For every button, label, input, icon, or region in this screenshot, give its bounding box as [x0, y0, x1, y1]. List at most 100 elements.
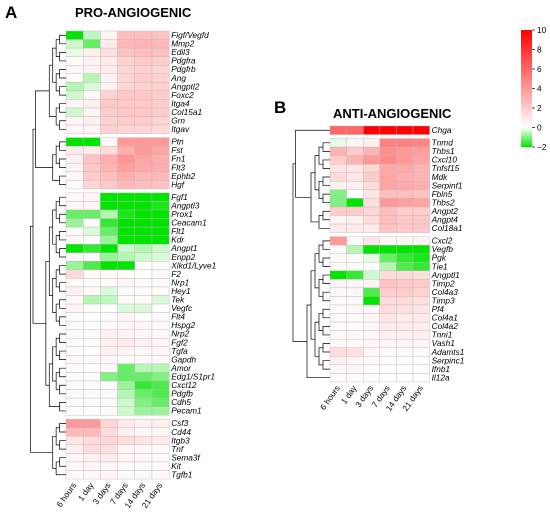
heatmap-cell	[117, 453, 135, 463]
heatmap-cell	[412, 198, 430, 208]
heatmap-cell	[412, 253, 430, 263]
heatmap-cell	[100, 461, 118, 471]
heatmap-cell	[100, 180, 118, 190]
heatmap-cell	[82, 372, 101, 382]
heatmap-cell	[151, 470, 170, 480]
heatmap-cell	[65, 320, 84, 330]
gene-label: Itgav	[171, 124, 190, 134]
heatmap-cell	[100, 171, 118, 181]
heatmap-cell	[346, 146, 364, 156]
heatmap-cell	[100, 261, 118, 271]
heatmap-cell	[346, 163, 364, 173]
dendrogram-branch	[52, 435, 57, 469]
dendrogram-branch	[322, 210, 330, 221]
heatmap-cell	[100, 56, 118, 66]
heatmap-cell	[134, 406, 153, 416]
gene-label: Fn1	[171, 154, 185, 164]
dendrogram-branch	[55, 107, 60, 126]
heatmap-cell	[65, 329, 84, 339]
heatmap-cell	[117, 39, 135, 49]
dendrogram-branch	[55, 201, 60, 219]
heatmap-cell	[346, 244, 364, 254]
heatmap-cell	[396, 356, 414, 366]
heatmap-cell	[379, 138, 397, 148]
heatmap-cell	[151, 201, 170, 211]
gene-label: Col4a3	[432, 287, 459, 297]
dendrogram-branch	[59, 52, 66, 62]
heatmap-cell	[100, 419, 118, 428]
heatmap-cell	[82, 171, 101, 181]
heatmap-cell	[329, 172, 347, 182]
heatmap-cell	[396, 347, 414, 357]
heatmap-cell	[65, 201, 84, 211]
gene-label: Pf4	[432, 304, 445, 314]
heatmap-cell	[151, 64, 170, 74]
heatmap-cell	[346, 304, 364, 314]
heatmap-cell	[117, 355, 135, 365]
heatmap-cell	[65, 286, 84, 296]
heatmap-cell	[100, 47, 118, 57]
gene-label: Fgf2	[171, 337, 188, 347]
heatmap-cell	[117, 124, 135, 134]
heatmap-cell	[82, 243, 101, 253]
heatmap-cell	[65, 355, 84, 365]
gene-label: Pdgfrb	[171, 64, 196, 74]
heatmap-cell	[134, 163, 153, 173]
gene-label: Ifnb1	[432, 364, 450, 374]
dendrogram-branch	[59, 34, 66, 45]
heatmap-cell	[117, 444, 135, 454]
heatmap-cell	[134, 226, 153, 236]
panel-a-label: A	[5, 3, 17, 22]
heatmap-cell	[412, 146, 430, 156]
gene-label: Sema3f	[171, 452, 201, 462]
dendrogram-branch	[310, 270, 315, 340]
heatmap-cell	[379, 244, 397, 254]
heatmap-cell	[151, 303, 170, 313]
heatmap-cell	[151, 419, 170, 428]
heatmap-cell	[100, 436, 118, 446]
heatmap-cell	[117, 419, 135, 428]
heatmap-cell	[65, 389, 84, 399]
heatmap-cell	[82, 90, 101, 100]
heatmap-cell	[117, 303, 135, 313]
gene-label: Vegfb	[432, 244, 454, 254]
gene-label: Angptl1	[431, 270, 460, 280]
dendrogram-branch	[314, 155, 319, 191]
gene-label: Pdgfb	[171, 389, 193, 399]
dendrogram-branch	[318, 244, 323, 263]
heatmap-cell	[151, 312, 170, 322]
heatmap-cell	[65, 295, 84, 305]
heatmap-cell	[134, 235, 153, 245]
dendrogram-branch	[322, 240, 330, 250]
dendrogram-branch	[322, 142, 330, 152]
heatmap-cell	[329, 244, 347, 254]
gene-label: Xlkd1/Lyve1	[170, 260, 216, 270]
heatmap-cell	[82, 180, 101, 190]
heatmap-cell	[117, 82, 135, 92]
heatmap-cell	[100, 209, 118, 219]
heatmap-cell	[151, 56, 170, 66]
heatmap-cell	[329, 313, 347, 323]
heatmap-cell	[151, 372, 170, 382]
heatmap-cell	[65, 56, 84, 66]
dendrogram-branch	[55, 303, 60, 322]
dendrogram-branch	[322, 176, 330, 186]
heatmap-cell	[379, 155, 397, 165]
heatmap-cell	[396, 206, 414, 216]
heatmap-cell	[82, 209, 101, 219]
dendrogram-branch	[59, 248, 66, 258]
heatmap-cell	[134, 338, 153, 348]
heatmap-cell	[346, 339, 364, 348]
gene-label: Itgb3	[171, 435, 190, 445]
heatmap-cell	[134, 470, 153, 480]
heatmap-cell	[363, 287, 381, 297]
dendrogram-branch	[322, 308, 330, 319]
heatmap-cell	[100, 107, 118, 117]
gene-label: Nrp2	[171, 329, 189, 339]
heatmap-cell	[329, 287, 347, 297]
heatmap-cell	[65, 145, 84, 155]
heatmap-cell	[151, 338, 170, 348]
dendrogram-branch	[55, 235, 60, 254]
heatmap-cell	[396, 198, 414, 208]
